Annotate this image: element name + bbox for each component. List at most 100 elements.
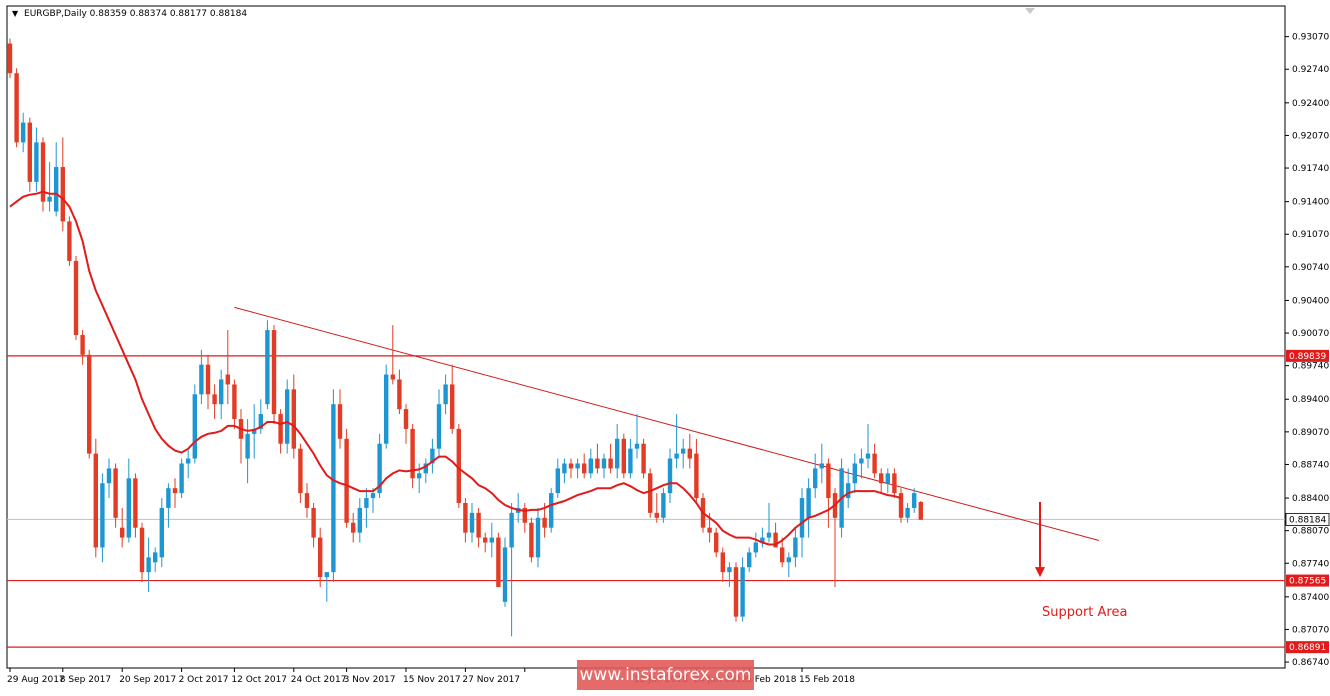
candle-body <box>733 567 739 617</box>
candle-body <box>456 428 461 503</box>
candle-body <box>47 196 52 202</box>
candle-body <box>496 537 501 587</box>
candle-body <box>377 443 382 494</box>
candle-body <box>179 463 184 494</box>
candle-body <box>681 448 686 454</box>
down-arrow-icon <box>1035 567 1045 578</box>
time-tick-label: 15 Feb 2018 <box>799 675 855 685</box>
candle-body <box>417 473 422 479</box>
price-tick-label: 0.88740 <box>1292 460 1329 470</box>
price-tick-label: 0.91070 <box>1292 230 1329 240</box>
candle-body <box>258 414 263 429</box>
candle-body <box>694 453 699 499</box>
time-tick-label: 2 Oct 2017 <box>179 675 229 685</box>
candle-body <box>476 512 481 538</box>
candle-body <box>522 507 527 523</box>
candle-body <box>60 167 65 222</box>
watermark: www.instaforex.com <box>577 660 754 690</box>
moving-average-line <box>9 190 902 546</box>
price-tick-label: 0.89070 <box>1292 428 1329 438</box>
candle-body <box>654 512 659 518</box>
candle-body <box>661 493 666 518</box>
price-tick-label: 0.93070 <box>1292 33 1329 43</box>
candle-body <box>245 433 250 459</box>
candle-body <box>905 507 910 518</box>
candle-body <box>489 537 494 543</box>
candle-body <box>720 552 725 573</box>
price-tick-label: 0.90400 <box>1292 296 1329 306</box>
candle-body <box>331 404 336 573</box>
candle-body <box>139 527 145 573</box>
candle-body <box>436 404 442 449</box>
time-tick-label: 24 Oct 2017 <box>291 675 347 685</box>
symbol-label: EURGBP,Daily <box>24 9 87 19</box>
candle-body <box>687 448 692 459</box>
candle-body <box>707 527 712 533</box>
candle-body <box>403 409 409 429</box>
candle-body <box>674 453 679 459</box>
price-tick-label: 0.89740 <box>1292 362 1329 372</box>
candle-body <box>430 448 435 464</box>
candle-body <box>529 522 534 558</box>
candle-body <box>54 167 59 212</box>
candle-body <box>384 374 389 444</box>
candle-body <box>542 517 547 528</box>
price-tick-label: 0.86740 <box>1292 658 1329 668</box>
candle-body <box>615 438 620 469</box>
candle-body <box>278 414 283 444</box>
candle-body <box>120 527 125 538</box>
candle-body <box>859 458 864 464</box>
price-tick-label: 0.91400 <box>1292 198 1329 208</box>
price-tick-label: 0.88070 <box>1292 527 1329 537</box>
candle-body <box>813 468 818 489</box>
candle-body <box>740 567 745 617</box>
candle-body <box>166 488 171 508</box>
candle-body <box>271 330 277 415</box>
candle-body <box>390 374 395 380</box>
candle-body <box>747 552 752 568</box>
candle-body <box>535 517 541 558</box>
level-price-box <box>1286 574 1329 587</box>
candle-body <box>232 384 237 420</box>
candle-body <box>469 512 475 533</box>
candle-body <box>252 428 257 434</box>
candle-body <box>806 488 811 518</box>
chart-header: ▼ EURGBP,Daily 0.88359 0.88374 0.88177 0… <box>12 9 247 19</box>
candle-body <box>397 379 402 410</box>
candle-body <box>502 547 508 602</box>
candle-body <box>73 260 79 336</box>
candle-body <box>773 532 778 548</box>
candle-body <box>423 463 428 474</box>
candle-body <box>450 384 455 429</box>
time-tick-label: 20 Sep 2017 <box>119 675 176 685</box>
price-tick-label: 0.92740 <box>1292 65 1329 75</box>
candle-body <box>865 453 871 459</box>
candle-body <box>667 458 673 494</box>
candle-body <box>324 572 329 578</box>
dropdown-arrow-icon[interactable]: ▼ <box>12 9 19 18</box>
level-price-box <box>1286 349 1329 362</box>
candle-body <box>410 428 415 479</box>
candle-body <box>780 547 785 563</box>
candle-body <box>153 552 158 563</box>
candle-body <box>634 443 640 449</box>
candle-body <box>337 404 343 439</box>
candle-body <box>205 364 211 395</box>
top-marker-icon <box>1025 8 1035 14</box>
candle-body <box>793 537 798 558</box>
candle-body <box>159 507 164 558</box>
candle-body <box>219 379 224 405</box>
candle-body <box>588 458 593 474</box>
candle-body <box>106 468 112 484</box>
candle-body <box>799 498 805 538</box>
level-price-label: 0.87565 <box>1289 577 1326 587</box>
candle-body <box>846 483 851 499</box>
candle-body <box>648 473 653 513</box>
candle-body <box>885 473 890 484</box>
time-tick-label: 29 Aug 2017 <box>7 675 65 685</box>
candle-body <box>364 498 369 508</box>
candle-body <box>304 493 310 508</box>
candle-body <box>621 438 626 474</box>
candle-body <box>852 463 857 484</box>
